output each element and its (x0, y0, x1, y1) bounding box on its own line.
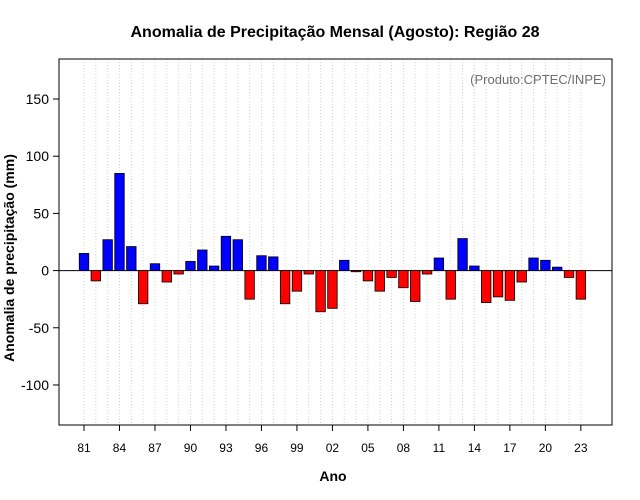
bar-1998 (279, 270, 291, 305)
bar-2005 (362, 270, 374, 282)
bar-1983 (102, 239, 113, 271)
credit-label: (Produto:CPTEC/INPE) (470, 72, 606, 87)
bar-1999 (291, 270, 303, 292)
bar-1997 (268, 256, 279, 271)
plot-frame (58, 58, 613, 426)
bar-1994 (232, 239, 243, 271)
bar-2012 (445, 270, 456, 300)
bar-2008 (398, 270, 409, 289)
x-tick-label: 96 (255, 441, 269, 455)
bar-2015 (481, 270, 492, 304)
y-axis: -100 -50 0 50 100 150 (21, 91, 59, 393)
bar-1995 (244, 270, 255, 300)
bar-2023 (575, 270, 587, 300)
bar-2001 (315, 270, 326, 313)
bar-2013 (457, 238, 468, 271)
bar-2011 (433, 257, 445, 271)
bar-2020 (540, 259, 551, 271)
bar-1987 (149, 263, 161, 271)
bar-2022 (563, 270, 575, 278)
bar-2004 (350, 270, 362, 273)
bar-2014 (469, 265, 480, 271)
bar-2003 (339, 259, 350, 271)
bar-2021 (552, 266, 563, 271)
bar-1986 (137, 270, 149, 305)
bar-2017 (504, 270, 516, 301)
bar-1982 (90, 270, 101, 282)
y-tick-label: 50 (33, 205, 49, 221)
x-tick-label: 05 (361, 441, 375, 455)
x-tick-label: 11 (433, 441, 446, 455)
x-tick-label: 99 (290, 441, 304, 455)
bar-1996 (256, 255, 267, 271)
x-tick-label: 84 (113, 441, 127, 455)
y-tick-label: -100 (21, 377, 49, 393)
y-tick-label: 100 (26, 148, 50, 164)
bar-1992 (208, 265, 220, 271)
x-tick-label: 90 (184, 441, 198, 455)
x-tick-label: 93 (219, 441, 233, 455)
x-tick-label: 17 (503, 441, 517, 455)
bar-2018 (516, 270, 527, 283)
x-tick-label: 23 (574, 441, 588, 455)
bar-1981 (78, 253, 90, 271)
bar-1984 (114, 172, 125, 271)
bar-1990 (185, 261, 196, 271)
bar-1985 (126, 246, 137, 271)
y-tick-label: -50 (29, 320, 49, 336)
bar-2002 (327, 270, 338, 309)
x-axis: 81 84 87 90 93 96 99 02 05 08 11 14 17 20 23 (77, 425, 588, 455)
bar-2006 (374, 270, 385, 292)
bar-1991 (197, 249, 208, 271)
bar-2007 (386, 270, 397, 278)
bars (78, 172, 587, 313)
y-tick-label: 150 (26, 91, 50, 107)
grid (83, 59, 582, 425)
bar-2009 (410, 270, 421, 302)
bar-2016 (492, 270, 504, 298)
x-axis-label: Ano (319, 468, 346, 484)
x-tick-label: 87 (148, 441, 162, 455)
bar-2010 (421, 270, 433, 275)
x-tick-label: 08 (397, 441, 411, 455)
bar-2000 (303, 270, 314, 275)
x-tick-label: 02 (326, 441, 340, 455)
bar-1989 (173, 270, 184, 275)
y-axis-label: Anomalia de precipitação (mm) (1, 154, 17, 362)
chart-title: Anomalia de Precipitação Mensal (Agosto)… (131, 24, 540, 41)
bar-1993 (220, 235, 232, 271)
x-tick-label: 20 (539, 441, 553, 455)
y-tick-label: 0 (41, 263, 49, 279)
x-tick-label: 14 (468, 441, 482, 455)
bar-1988 (161, 270, 172, 283)
bar-2019 (528, 257, 539, 271)
x-tick-label: 81 (77, 441, 91, 455)
